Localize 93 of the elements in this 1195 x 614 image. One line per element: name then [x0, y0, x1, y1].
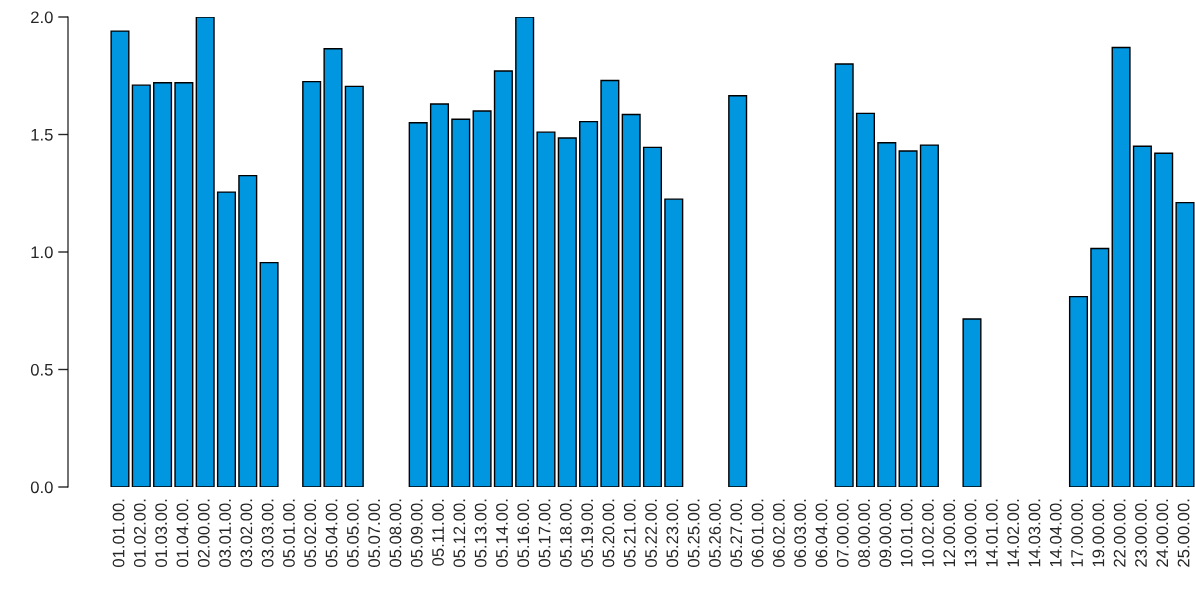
- bar: [600, 79, 620, 487]
- x-tick-label: 05.11.00.: [432, 499, 444, 566]
- bar: [1068, 295, 1089, 487]
- x-tick-label: 03.02.00.: [240, 499, 253, 567]
- bar: [1132, 145, 1152, 487]
- bar: [898, 150, 918, 487]
- bar: [174, 82, 194, 487]
- bar: [557, 137, 577, 487]
- bar: [877, 142, 897, 487]
- x-tick-label: 01.04.00.: [176, 499, 189, 567]
- x-tick-label: 05.19.00.: [581, 499, 594, 567]
- x-tick-label: 14.01.00.: [985, 499, 998, 567]
- x-tick-label: 09.00.00.: [879, 499, 892, 567]
- x-tick-label: 05.23.00.: [666, 499, 679, 567]
- bar: [259, 261, 279, 487]
- bar: [451, 118, 471, 487]
- x-tick-label: 10.01.00.: [900, 499, 913, 567]
- bar: [216, 191, 237, 487]
- x-tick-label: 12.00.00.: [943, 499, 956, 567]
- x-tick-label: 06.02.00.: [772, 499, 785, 567]
- y-tick-label: 1.5: [31, 129, 53, 141]
- x-tick-label: 05.02.00.: [304, 499, 317, 567]
- x-tick-label: 05.20.00.: [602, 499, 615, 567]
- bar: [110, 30, 130, 487]
- bar: [1175, 201, 1195, 487]
- x-tick-label: 10.02.00.: [922, 499, 934, 567]
- y-tick-label: 2.0: [31, 11, 53, 24]
- x-tick-label: 05.14.00.: [496, 499, 508, 567]
- bar: [472, 110, 492, 487]
- x-tick-label: 05.22.00.: [645, 499, 657, 567]
- bar: [579, 120, 599, 487]
- bar: [728, 95, 748, 487]
- bar: [408, 122, 428, 487]
- x-tick-label: 17.00.00.: [1071, 499, 1083, 567]
- x-tick-label: 05.21.00.: [623, 499, 636, 567]
- bar: [962, 318, 982, 487]
- y-tick-label: 0.5: [30, 363, 53, 376]
- bar: [195, 17, 215, 487]
- x-tick-label: 14.04.00.: [1049, 499, 1062, 567]
- x-tick-label: 05.13.00.: [474, 499, 487, 567]
- bar: [834, 63, 854, 487]
- x-tick-label: 01.03.00.: [155, 499, 168, 567]
- x-tick-label: 05.09.00.: [410, 499, 423, 567]
- x-tick-label: 23.00.00.: [1135, 499, 1147, 567]
- bar: [536, 131, 556, 487]
- bar: [642, 146, 663, 487]
- x-tick-label: 06.04.00.: [815, 499, 828, 567]
- x-tick-label: 19.00.00.: [1092, 499, 1105, 567]
- bar: [855, 112, 876, 487]
- x-tick-label: 05.18.00.: [559, 499, 572, 567]
- x-tick-label: 05.25.00.: [687, 499, 700, 567]
- x-tick-label: 05.08.00.: [389, 499, 402, 567]
- bar: [664, 198, 684, 487]
- bar: [919, 144, 939, 487]
- bar: [493, 70, 513, 487]
- x-tick-label: 08.00.00.: [858, 499, 870, 567]
- y-tick-label: 1.0: [31, 246, 53, 259]
- y-tick-label: 0.0: [30, 481, 53, 494]
- bar: [302, 80, 322, 487]
- bar: [429, 103, 450, 487]
- x-tick-label: 03.01.00.: [219, 499, 231, 567]
- x-tick-label: 02.00.00.: [197, 499, 210, 567]
- bar: [1090, 247, 1110, 487]
- bar: [1111, 46, 1131, 487]
- bar: [344, 85, 364, 487]
- bar: [515, 17, 535, 487]
- x-tick-label: 05.01.00.: [283, 499, 295, 567]
- x-tick-label: 03.03.00.: [261, 499, 274, 567]
- bar: [153, 82, 173, 487]
- x-tick-label: 05.12.00.: [453, 499, 466, 567]
- bar: [131, 84, 151, 487]
- x-tick-label: 05.07.00.: [368, 499, 381, 567]
- x-tick-label: 14.02.00.: [1007, 499, 1020, 567]
- x-tick-label: 05.16.00.: [517, 499, 530, 567]
- x-tick-label: 25.00.00.: [1177, 499, 1190, 567]
- x-tick-label: 07.00.00.: [836, 499, 849, 567]
- x-tick-label: 05.26.00.: [709, 499, 721, 567]
- bar: [621, 113, 641, 487]
- bar: [1154, 152, 1174, 487]
- x-tick-label: 06.01.00.: [751, 499, 764, 567]
- x-tick-label: 24.00.00.: [1156, 499, 1169, 567]
- x-tick-label: 06.03.00.: [794, 499, 807, 567]
- x-tick-label: 14.03.00.: [1028, 499, 1041, 567]
- bar: [323, 48, 343, 487]
- x-tick-label: 01.01.00.: [112, 499, 125, 567]
- x-tick-label: 13.00.00.: [964, 499, 977, 567]
- x-tick-label: 05.05.00.: [346, 499, 359, 567]
- x-tick-label: 01.02.00.: [133, 499, 146, 567]
- x-tick-label: 05.17.00.: [538, 499, 551, 567]
- x-tick-label: 22.00.00.: [1113, 499, 1126, 567]
- x-tick-label: 05.27.00.: [730, 499, 743, 567]
- bar: [238, 174, 258, 487]
- x-tick-label: 05.04.00.: [325, 499, 338, 567]
